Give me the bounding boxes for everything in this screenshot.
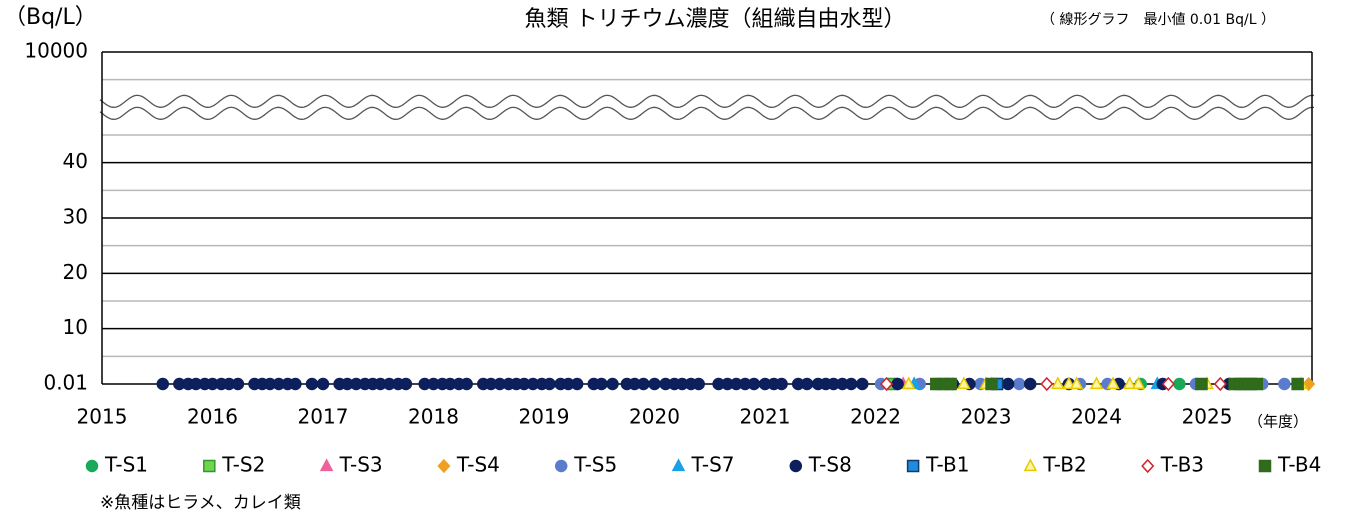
y-tick-label: 10	[63, 315, 88, 339]
x-tick-label: 2022	[850, 405, 901, 429]
marker	[1089, 376, 1104, 390]
note: （ 線形グラフ 最小値 0.01 Bq/L ）	[1041, 12, 1275, 28]
marker	[747, 377, 761, 391]
marker	[637, 377, 650, 391]
marker	[543, 377, 556, 391]
marker	[901, 376, 916, 390]
x-tick-label: 2019	[519, 405, 570, 429]
marker	[692, 377, 705, 391]
x-unit: （年度）	[1248, 413, 1308, 431]
marker	[1291, 377, 1304, 391]
marker	[1106, 376, 1120, 390]
x-tick-label: 2015	[77, 405, 128, 429]
marker	[985, 377, 998, 391]
marker	[1250, 377, 1263, 391]
marker	[1131, 376, 1146, 390]
marker	[1239, 377, 1252, 391]
marker	[289, 377, 302, 391]
marker	[856, 377, 869, 391]
marker	[800, 377, 814, 391]
marker	[305, 377, 319, 391]
marker	[1051, 376, 1065, 390]
break-gap	[100, 98, 1314, 117]
y-tick-label: 40	[63, 149, 88, 173]
y-tick-label: 20	[63, 260, 88, 284]
legend-label: T-S7	[691, 453, 735, 477]
break-wave	[99, 106, 1315, 120]
legend-marker	[554, 459, 568, 473]
marker	[891, 377, 904, 391]
legend-marker	[1141, 458, 1155, 474]
legend-marker	[437, 458, 451, 474]
y-unit: （Bq/L）	[4, 5, 97, 30]
marker	[648, 377, 661, 391]
legend-label: T-B3	[1160, 453, 1204, 477]
x-tick-label: 2020	[629, 405, 680, 429]
marker	[1278, 377, 1291, 391]
marker	[156, 377, 170, 391]
legend-label: T-S3	[339, 453, 383, 477]
marker	[570, 377, 584, 391]
x-tick-label: 2023	[961, 405, 1012, 429]
footnote: ※魚種はヒラメ、カレイ類	[100, 493, 301, 513]
x-tick-label: 2017	[298, 405, 349, 429]
marker	[316, 377, 330, 391]
marker	[460, 377, 473, 391]
marker	[1213, 376, 1227, 392]
marker	[1173, 377, 1186, 391]
legend-marker	[203, 459, 216, 473]
legend-label: T-B2	[1042, 453, 1086, 477]
legend-marker	[671, 458, 686, 472]
x-tick-label: 2021	[740, 405, 791, 429]
x-tick-label: 2016	[187, 405, 238, 429]
legend-label: T-S2	[221, 453, 265, 477]
marker	[595, 377, 608, 391]
y-tick-label: 10000	[24, 39, 88, 63]
legend-marker	[319, 458, 334, 472]
legend-label: T-S4	[456, 453, 500, 477]
marker	[1122, 376, 1137, 390]
marker	[399, 377, 413, 391]
marker	[1023, 377, 1037, 391]
marker	[231, 377, 245, 391]
chart-title: 魚類 トリチウム濃度（組織自由水型）	[525, 7, 906, 32]
marker	[1001, 377, 1015, 391]
legend-label: T-S5	[573, 453, 617, 477]
legend-label: T-B1	[925, 453, 969, 477]
marker	[1062, 376, 1076, 390]
legend-marker	[906, 459, 920, 473]
y-tick-label: 0.01	[43, 371, 88, 395]
marker	[1069, 376, 1084, 390]
legend-label: T-S8	[808, 453, 852, 477]
marker	[944, 377, 957, 391]
marker	[775, 377, 788, 391]
legend-marker	[789, 459, 803, 473]
marker	[1040, 376, 1054, 392]
marker	[1012, 377, 1026, 391]
break-wave	[99, 94, 1315, 108]
x-tick-label: 2024	[1071, 405, 1122, 429]
y-tick-label: 30	[63, 205, 88, 229]
marker	[880, 376, 894, 392]
marker	[957, 376, 971, 390]
x-tick-label: 2025	[1182, 405, 1233, 429]
legend-marker	[1023, 458, 1038, 472]
marker	[844, 377, 858, 391]
marker	[1161, 376, 1175, 392]
marker	[606, 377, 619, 391]
legend-marker	[85, 459, 99, 473]
legend-marker	[1258, 459, 1272, 473]
marker	[1195, 377, 1208, 391]
legend-label: T-B4	[1277, 453, 1321, 477]
x-tick-label: 2018	[408, 405, 459, 429]
legend-label: T-S1	[104, 453, 148, 477]
